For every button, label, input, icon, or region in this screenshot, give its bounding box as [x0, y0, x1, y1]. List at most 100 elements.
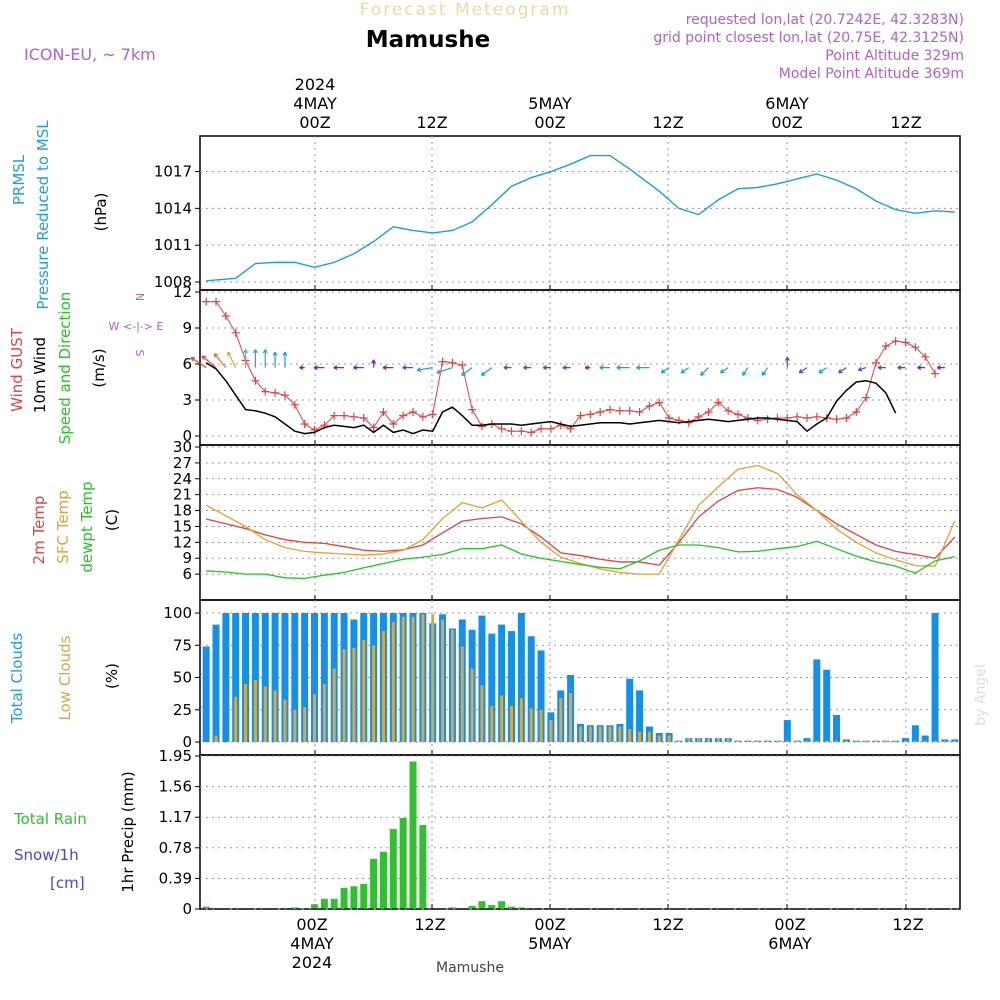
gust-marker — [842, 414, 851, 422]
top-time-label: 12Z — [890, 113, 921, 132]
bar-low-cloud — [372, 645, 376, 742]
wind-arrow — [313, 365, 325, 371]
y-tick-label: 1.17 — [159, 808, 192, 826]
top-time-label: 6MAY — [765, 94, 809, 113]
top-time-label: 12Z — [652, 113, 683, 132]
bar-low-cloud — [884, 740, 888, 742]
bar-total-cloud — [320, 613, 328, 742]
pressure-label-1: PRMSL — [10, 154, 28, 205]
bar-low-cloud — [933, 740, 937, 742]
bar-low-cloud — [539, 709, 543, 742]
wind-label: 10m Wind — [31, 337, 49, 413]
bar-low-cloud — [510, 705, 513, 742]
y-tick-label: 0 — [182, 427, 192, 445]
bar-low-cloud — [628, 729, 632, 742]
gust-marker — [763, 415, 772, 424]
bar-low-cloud — [214, 735, 218, 742]
bar-rain — [320, 898, 328, 909]
gust-marker — [862, 393, 871, 402]
point-altitude: Point Altitude 329m — [825, 48, 964, 64]
bar-rain — [389, 828, 397, 909]
wind-arrow — [584, 365, 591, 371]
bar-low-cloud — [303, 707, 307, 742]
bar-low-cloud — [569, 692, 573, 742]
gust-marker — [537, 424, 546, 433]
bar-low-cloud — [657, 735, 661, 742]
compass-n: N — [133, 293, 146, 301]
wind-arrow — [761, 367, 769, 376]
y-tick-label: 0 — [182, 900, 192, 918]
bar-low-cloud — [480, 685, 484, 742]
bar-low-cloud — [500, 695, 504, 742]
bar-low-cloud — [578, 726, 582, 742]
gust-marker — [290, 400, 299, 409]
bar-total-cloud — [508, 631, 515, 742]
bar-low-cloud — [401, 616, 405, 742]
bar-total-cloud — [488, 633, 496, 742]
dew-label: dewpt Temp — [78, 481, 96, 572]
temp-unit: (C) — [103, 509, 121, 531]
y-tick-label: 50 — [173, 669, 192, 687]
wind-arrow — [282, 351, 288, 368]
gust-marker — [635, 408, 644, 416]
bar-low-cloud — [844, 740, 848, 742]
gust-marker — [349, 412, 358, 421]
gust-marker — [773, 414, 782, 422]
gust-marker — [684, 418, 693, 427]
y-tick-label: 18 — [173, 502, 192, 520]
bar-low-cloud — [707, 738, 710, 742]
bar-total-cloud — [941, 739, 949, 742]
cloud-unit: (%) — [103, 663, 121, 689]
bar-low-cloud — [529, 708, 533, 742]
gust-marker — [734, 410, 743, 419]
bar-low-cloud — [559, 698, 563, 742]
bar-low-cloud — [519, 698, 523, 742]
gust-marker — [576, 411, 585, 420]
bar-rain — [202, 906, 210, 909]
top-time-label: 12Z — [416, 113, 447, 132]
bar-low-cloud — [618, 726, 622, 742]
bar-low-cloud — [234, 696, 238, 742]
y-tick-label: 30 — [173, 438, 192, 456]
snow-unit-label: [cm] — [50, 874, 85, 892]
bar-rain — [370, 858, 378, 909]
bar-total-cloud — [537, 650, 545, 742]
top-time-label: 00Z — [771, 113, 802, 132]
sfc-label: SFC Temp — [54, 490, 72, 563]
wind-arrow — [353, 365, 364, 371]
bar-low-cloud — [746, 740, 750, 742]
bar-total-cloud — [626, 678, 634, 742]
bar-low-cloud — [362, 640, 366, 742]
bar-low-cloud — [687, 738, 691, 742]
bar-low-cloud — [825, 740, 829, 742]
bar-total-cloud — [911, 725, 919, 742]
wind-arrow — [857, 366, 867, 372]
y-tick-label: 21 — [173, 486, 192, 504]
bar-low-cloud — [756, 740, 760, 742]
bar-low-cloud — [835, 740, 839, 742]
bar-low-cloud — [460, 646, 464, 742]
wind-arrow — [897, 365, 906, 371]
bar-rain — [379, 851, 387, 909]
bar-rain — [340, 887, 348, 909]
bar-low-cloud — [923, 740, 927, 742]
gust-marker — [911, 343, 920, 352]
y-tick-label: 1011 — [154, 236, 192, 254]
gust-marker — [852, 408, 861, 416]
gust-marker — [468, 405, 477, 414]
wind-arrow — [936, 365, 945, 371]
y-tick-label: 1008 — [154, 273, 192, 291]
bar-low-cloud — [490, 705, 494, 742]
requested-coords: requested lon,lat (20.7242E, 42.3283N) — [686, 12, 964, 28]
panel-labels: PRMSL Pressure Reduced to MSL (hPa) Wind… — [8, 120, 163, 893]
gust-marker — [921, 352, 930, 361]
wind-arrow — [480, 367, 493, 376]
footer-location: Mamushe — [436, 960, 504, 976]
total-cloud-label: Total Clouds — [8, 633, 26, 725]
y-tick-label: 24 — [173, 470, 192, 488]
bar-total-cloud — [803, 738, 811, 742]
bar-rain — [360, 883, 368, 909]
bar-rain — [291, 907, 299, 909]
wind-arrow — [818, 367, 828, 374]
